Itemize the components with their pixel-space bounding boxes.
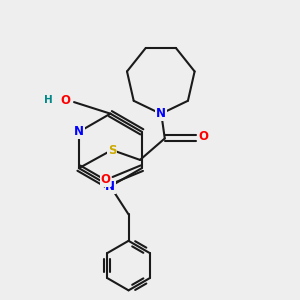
- Text: S: S: [108, 143, 116, 157]
- Text: N: N: [105, 180, 116, 193]
- Text: N: N: [156, 107, 166, 120]
- Text: O: O: [198, 130, 208, 143]
- Text: H: H: [44, 95, 53, 106]
- Text: O: O: [100, 173, 110, 186]
- Text: N: N: [74, 125, 84, 138]
- Text: O: O: [61, 94, 71, 107]
